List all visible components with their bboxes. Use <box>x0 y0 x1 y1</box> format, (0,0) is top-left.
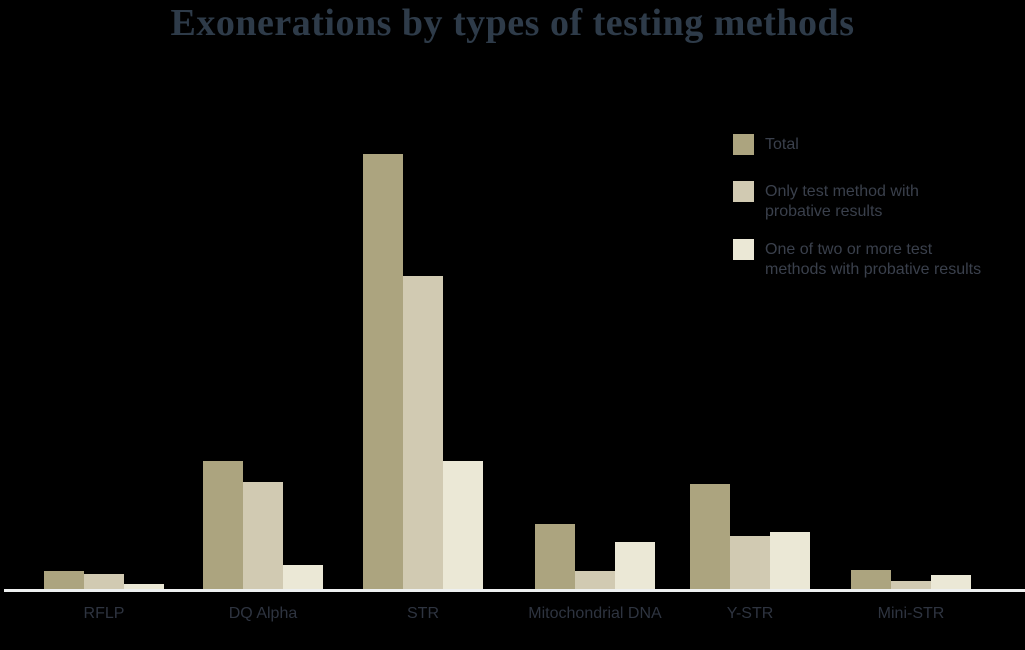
x-label-str: STR <box>407 605 439 622</box>
legend-swatch-only-test-method <box>733 181 754 202</box>
bar-y-str-only-test-method-with-pr <box>730 536 770 590</box>
bar-dq-alpha-only-test-method-with-pr <box>243 482 283 590</box>
x-label-y-str: Y-STR <box>726 605 774 622</box>
x-label-mini-str: Mini-STR <box>877 605 945 622</box>
bar-y-str-total <box>690 484 730 590</box>
x-label-mitochondrial-dna: Mitochondrial DNA <box>528 605 662 622</box>
legend-label-only-test-method: Only test method with probative results <box>765 183 919 220</box>
chart-title: Exonerations by types of testing methods <box>170 2 855 44</box>
bar-mitochondrial-dna-one-of-two-or-more-test- <box>615 542 655 590</box>
bar-mini-str-one-of-two-or-more-test- <box>931 575 971 590</box>
bar-mini-str-only-test-method-with-pr <box>891 581 931 590</box>
bar-rflp-one-of-two-or-more-test- <box>124 584 164 590</box>
bar-str-one-of-two-or-more-test- <box>443 461 483 590</box>
bar-mini-str-total <box>851 570 891 590</box>
bar-y-str-one-of-two-or-more-test- <box>770 532 810 590</box>
bar-dq-alpha-one-of-two-or-more-test- <box>283 565 323 590</box>
bar-rflp-only-test-method-with-pr <box>84 574 124 590</box>
legend-item-only-test-method: Only test method with probative results <box>733 181 919 222</box>
x-label-dq-alpha: DQ Alpha <box>228 605 298 622</box>
bar-str-total <box>363 154 403 590</box>
bar-mitochondrial-dna-total <box>535 524 575 590</box>
legend-item-one-of-two-or-more: One of two or more test methods with pro… <box>733 239 981 280</box>
x-axis-line <box>4 589 1025 592</box>
bar-mitochondrial-dna-only-test-method-with-pr <box>575 571 615 590</box>
bar-str-only-test-method-with-pr <box>403 276 443 590</box>
legend-swatch-one-of-two-or-more <box>733 239 754 260</box>
plot-area <box>44 154 971 590</box>
legend-swatch-total <box>733 134 754 155</box>
bar-dq-alpha-total <box>203 461 243 590</box>
legend-item-total: Total <box>733 134 799 155</box>
legend-label-one-of-two-or-more: One of two or more test methods with pro… <box>765 241 982 278</box>
legend-label-total: Total <box>765 136 799 153</box>
x-label-rflp: RFLP <box>83 605 125 622</box>
bar-rflp-total <box>44 571 84 590</box>
